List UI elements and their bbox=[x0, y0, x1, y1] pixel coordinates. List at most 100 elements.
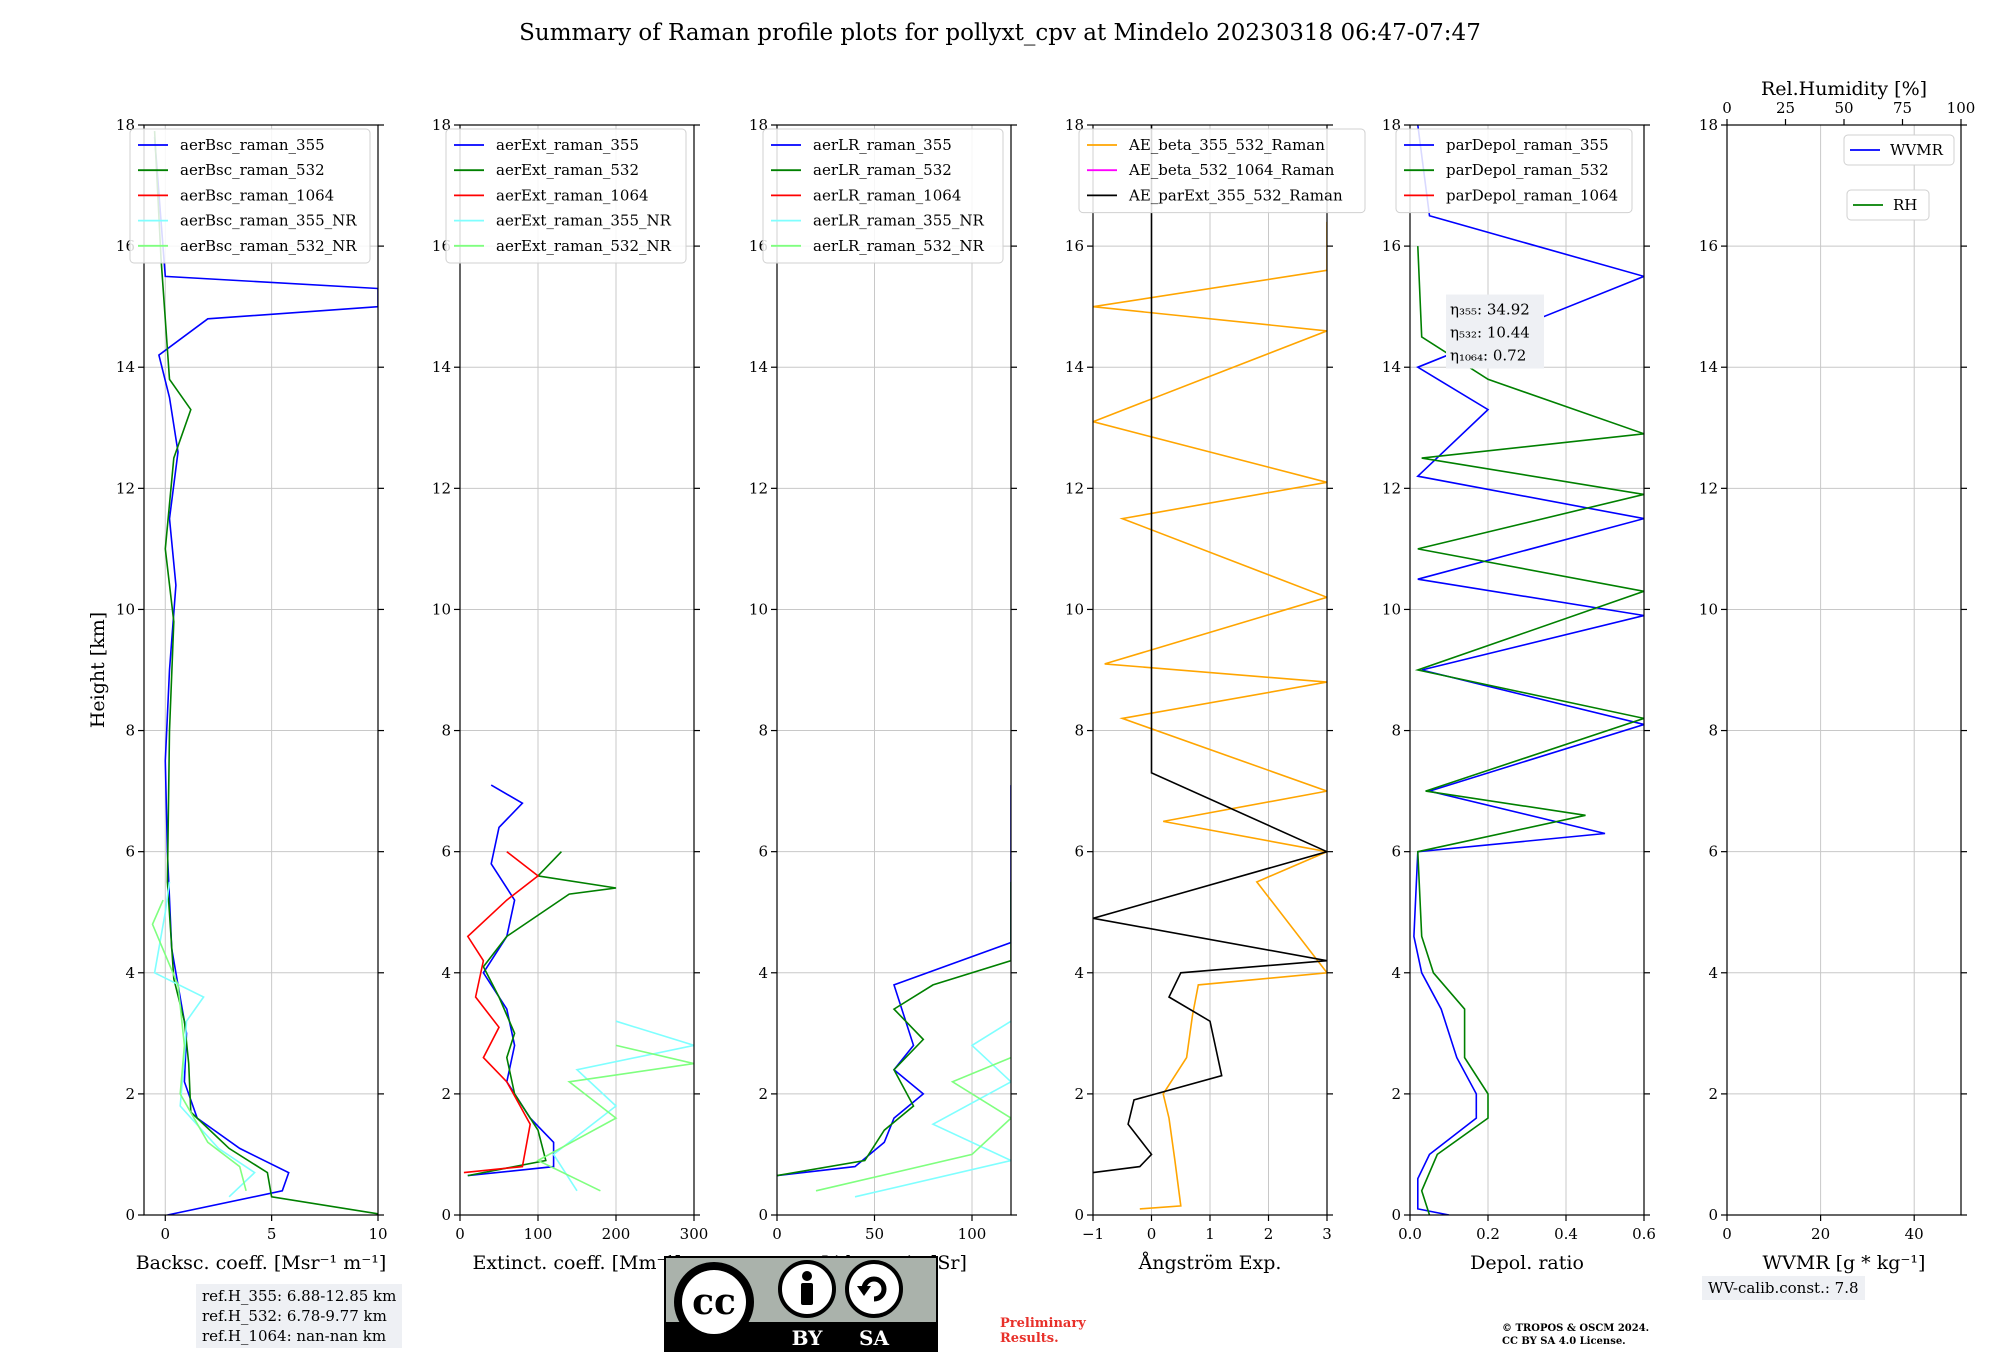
legend-frame bbox=[445, 128, 687, 264]
y-tick-label: 0 bbox=[441, 1206, 451, 1224]
copyright-note: © TROPOS & OSCM 2024. CC BY SA 4.0 Licen… bbox=[1502, 1322, 1649, 1348]
prelim-line-1: Preliminary bbox=[1000, 1316, 1086, 1331]
y-tick-label: 12 bbox=[116, 479, 135, 497]
legend-frame bbox=[1843, 134, 1955, 166]
x-tick-label: 0 bbox=[455, 1225, 465, 1243]
ref-height-532: ref.H_532: 6.78-9.77 km bbox=[202, 1307, 387, 1325]
legend-entry: aerLR_raman_532_NR bbox=[813, 237, 984, 255]
copyright-line-2: CC BY SA 4.0 License. bbox=[1502, 1336, 1626, 1347]
series-line-aerbsc-raman-532-nr bbox=[151, 899, 247, 1192]
figure-title: Summary of Raman profile plots for polly… bbox=[519, 20, 1481, 46]
y-tick-label: 8 bbox=[125, 722, 135, 740]
y-tick-label: 16 bbox=[1065, 237, 1084, 255]
y-tick-label: 8 bbox=[758, 722, 768, 740]
y-tick-label: 2 bbox=[1708, 1085, 1718, 1103]
series-line-aerext-raman-1064 bbox=[463, 851, 540, 1174]
legend-frame bbox=[1078, 128, 1366, 214]
x-tick-label: 20 bbox=[1811, 1225, 1830, 1243]
x-tick-label: 0 bbox=[160, 1225, 170, 1243]
series-line-aerbsc-raman-355-nr bbox=[153, 881, 256, 1198]
y-tick-label: 6 bbox=[1708, 843, 1718, 861]
x-tick-label: 5 bbox=[267, 1225, 277, 1243]
y-tick-label: 10 bbox=[1065, 600, 1084, 618]
ref-height-355: ref.H_355: 6.88-12.85 km bbox=[202, 1287, 397, 1305]
y-tick-label: 10 bbox=[432, 600, 451, 618]
series-line-aerbsc-raman-532 bbox=[153, 131, 378, 1215]
y-tick-label: 12 bbox=[1382, 479, 1401, 497]
wv-calibration-box: WV-calib.const.: 7.8 bbox=[1702, 1276, 1865, 1300]
x-tick-label: 0 bbox=[1722, 1225, 1732, 1243]
series-line-ae-beta-355-532-raman bbox=[1093, 221, 1327, 1210]
y-tick-label: 8 bbox=[441, 722, 451, 740]
preliminary-note: Preliminary Results. bbox=[1000, 1316, 1086, 1346]
series-line-aerext-raman-532-nr bbox=[536, 1044, 694, 1192]
x-tick-label: 300 bbox=[680, 1225, 709, 1243]
legend-entry: AE_parExt_355_532_Raman bbox=[1128, 186, 1343, 204]
legend: aerBsc_raman_355 aerBsc_raman_532 aerBsc_r… bbox=[129, 128, 371, 264]
y-tick-label: 0 bbox=[1708, 1206, 1718, 1224]
series-line-aerlr-raman-532-nr bbox=[815, 1056, 1011, 1192]
y-tick-label: 6 bbox=[758, 843, 768, 861]
legend-entry: aerExt_raman_532_NR bbox=[496, 237, 672, 255]
x-tick-label: −1 bbox=[1082, 1225, 1104, 1243]
series-line-pardepol-raman-532 bbox=[1414, 246, 1644, 1215]
y-tick-label: 10 bbox=[116, 600, 135, 618]
y-tick-label: 10 bbox=[1382, 600, 1401, 618]
y-tick-label: 2 bbox=[125, 1085, 135, 1103]
eta-value: η₃₅₅: 34.92 bbox=[1450, 301, 1530, 319]
series-line-aerbsc-raman-355 bbox=[153, 137, 378, 1215]
legend-entry: aerBsc_raman_355_NR bbox=[180, 212, 357, 230]
legend-frame bbox=[1395, 128, 1633, 214]
x-axis-label: Extinct. coeff. [Mm⁻¹] bbox=[472, 1252, 681, 1274]
y-axis-label: Height [km] bbox=[87, 612, 109, 728]
y-tick-label: 6 bbox=[441, 843, 451, 861]
eta-value: η₅₃₂: 10.44 bbox=[1450, 324, 1530, 342]
x-tick-label: 40 bbox=[1905, 1225, 1924, 1243]
legend: WVMR RH bbox=[1843, 134, 1955, 221]
y-tick-label: 14 bbox=[432, 358, 451, 376]
legend-entry: aerBsc_raman_532_NR bbox=[180, 237, 357, 255]
y-tick-label: 18 bbox=[1382, 116, 1401, 134]
legend-entry: parDepol_raman_532 bbox=[1446, 161, 1609, 179]
axes-frame bbox=[776, 124, 1012, 1216]
y-tick-label: 14 bbox=[116, 358, 135, 376]
x-tick-label: 0.2 bbox=[1476, 1225, 1500, 1243]
x-axis-label: Backsc. coeff. [Msr⁻¹ m⁻¹] bbox=[136, 1252, 387, 1274]
cc-by-sa-logo: cc BY SA bbox=[664, 1256, 938, 1352]
x-tick-label: 200 bbox=[602, 1225, 631, 1243]
cc-mark: cc bbox=[692, 1281, 736, 1323]
x-tick-label: 2 bbox=[1264, 1225, 1274, 1243]
x-tick-label: 50 bbox=[865, 1225, 884, 1243]
by-label: BY bbox=[792, 1326, 824, 1350]
axes-frame bbox=[459, 124, 695, 1216]
y-tick-label: 14 bbox=[1699, 358, 1718, 376]
legend-entry: aerBsc_raman_532 bbox=[180, 161, 325, 179]
y-tick-label: 6 bbox=[1074, 843, 1084, 861]
y-tick-label: 18 bbox=[116, 116, 135, 134]
y-tick-label: 10 bbox=[749, 600, 768, 618]
y-tick-label: 0 bbox=[1391, 1206, 1401, 1224]
y-tick-label: 12 bbox=[432, 479, 451, 497]
ref-height-1064: ref.H_1064: nan-nan km bbox=[202, 1327, 387, 1345]
copyright-line-1: © TROPOS & OSCM 2024. bbox=[1502, 1323, 1650, 1334]
wv-calib-const: WV-calib.const.: 7.8 bbox=[1708, 1279, 1859, 1297]
y-tick-label: 0 bbox=[758, 1206, 768, 1224]
y-tick-label: 4 bbox=[125, 964, 135, 982]
panel-3: 024681012141618050100Lidar ratio [Sr]aer… bbox=[749, 116, 1017, 1274]
y-tick-label: 8 bbox=[1074, 722, 1084, 740]
legend-entry: RH bbox=[1893, 196, 1917, 214]
y-tick-label: 4 bbox=[1074, 964, 1084, 982]
legend-frame bbox=[762, 128, 1004, 264]
series-line-aerext-raman-355-nr bbox=[552, 1020, 694, 1192]
x-axis-label: Ångström Exp. bbox=[1138, 1252, 1282, 1274]
x-tick-label: 100 bbox=[958, 1225, 987, 1243]
reference-height-box: ref.H_355: 6.88-12.85 km ref.H_532: 6.78… bbox=[196, 1284, 403, 1348]
y-tick-label: 16 bbox=[1382, 237, 1401, 255]
series-line-aerlr-raman-355 bbox=[777, 785, 1011, 1177]
x2-axis-label: Rel.Humidity [%] bbox=[1761, 78, 1927, 100]
y-tick-label: 14 bbox=[1065, 358, 1084, 376]
